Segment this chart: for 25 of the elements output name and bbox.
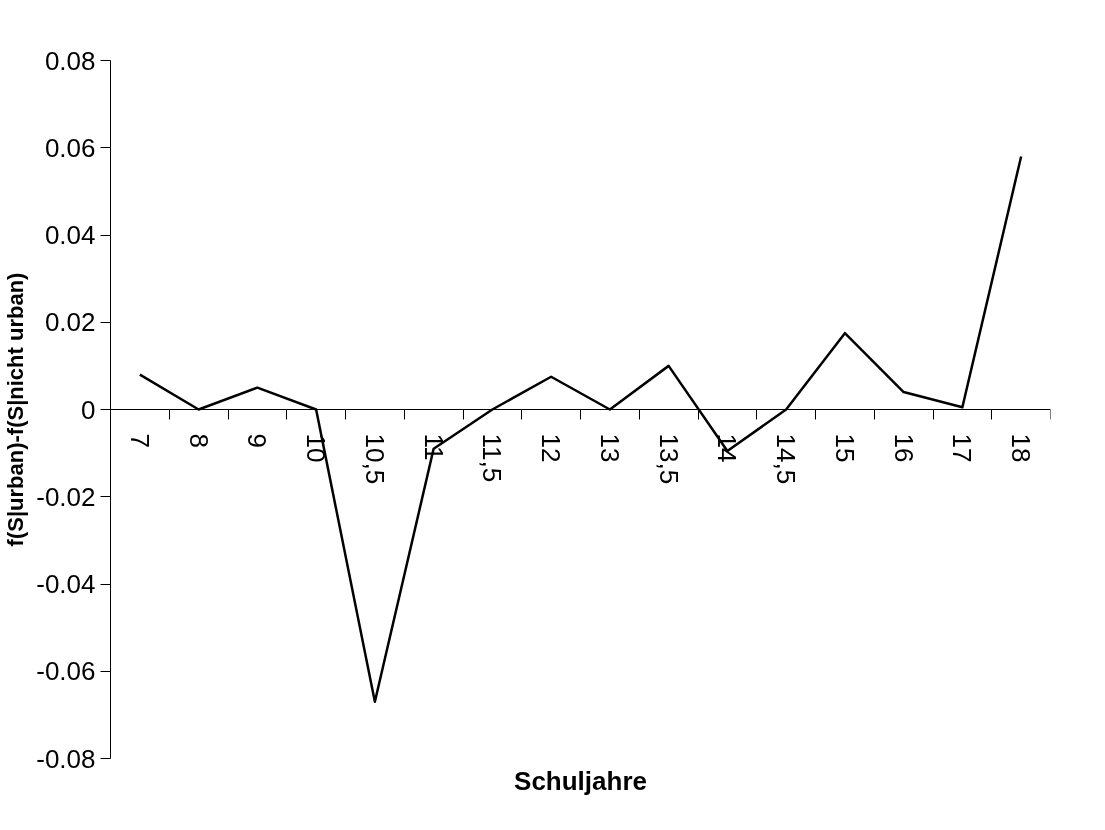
y-tick-label: -0.04	[36, 569, 96, 599]
x-tick-label: 17	[947, 433, 978, 463]
x-tick-label: 10,5	[359, 433, 390, 485]
x-tick-label: 13	[594, 433, 625, 463]
y-tick-label: 0.04	[44, 220, 96, 250]
x-tick-label: 13,5	[653, 433, 684, 485]
y-tick-label: 0	[81, 394, 96, 425]
y-tick-label: -0.06	[36, 656, 96, 687]
x-tick-label: 8	[183, 433, 214, 448]
x-tick-label: 12	[536, 433, 567, 463]
x-tick-label: 18	[1006, 433, 1037, 463]
y-tick-label: -0.02	[36, 481, 96, 512]
x-tick-label: 7	[124, 433, 155, 448]
x-axis-title: Schuljahre	[514, 765, 647, 796]
x-tick-label: 11,5	[477, 433, 508, 483]
x-tick-label: 15	[829, 433, 860, 463]
y-tick-label: 0.06	[44, 132, 96, 163]
y-axis-title: f(S|urban)-f(S|nicht urban)	[3, 272, 29, 547]
x-tick-label: 14,5	[771, 433, 802, 485]
y-tick-label: 0.08	[44, 45, 96, 76]
y-tick-label: 0.02	[44, 307, 96, 338]
x-tick-label: 9	[242, 433, 273, 448]
x-tick-label: 11	[418, 433, 449, 461]
x-tick-label: 16	[888, 433, 919, 463]
y-tick-label: -0.08	[36, 743, 96, 774]
